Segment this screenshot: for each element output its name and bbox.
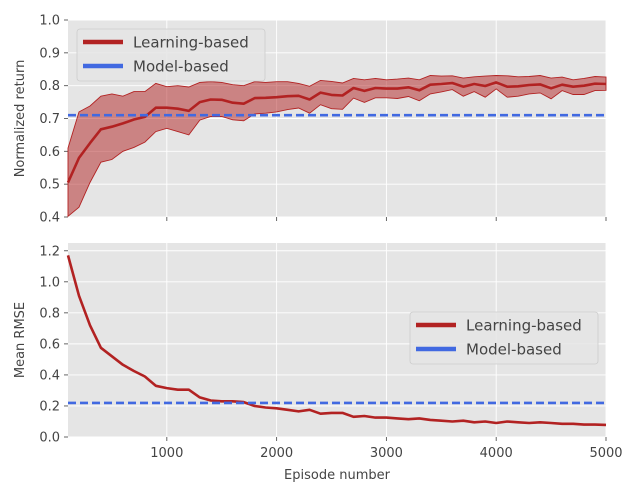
y-tick-label: 1.0 <box>39 14 60 29</box>
y-tick-label: 0.8 <box>39 79 60 94</box>
y-tick-label: 0.6 <box>39 337 60 352</box>
legend-box <box>409 311 599 365</box>
y-tick-label: 0.5 <box>39 178 60 193</box>
y-tick-label: 0.2 <box>39 399 60 414</box>
y-tick-label: 0.6 <box>39 145 60 160</box>
y-tick-label: 0.9 <box>39 46 60 61</box>
y-tick-label: 0.7 <box>39 112 60 127</box>
x-axis-label: Episode number <box>284 468 391 483</box>
x-tick-label: 2000 <box>260 446 293 461</box>
legend-label: Learning-based <box>133 34 249 52</box>
y-tick-label: 0.4 <box>39 368 60 383</box>
x-tick-label: 3000 <box>370 446 403 461</box>
y-tick-label: 0.0 <box>39 431 60 446</box>
y-axis-label: Mean RMSE <box>13 302 28 378</box>
x-tick-label: 1000 <box>150 446 183 461</box>
top-panel-return: 0.4 0.5 0.6 0.7 0.8 0.9 1.0 Normalized return Le… <box>13 14 607 226</box>
confidence-band <box>67 75 607 218</box>
legend-label: Model-based <box>466 341 562 359</box>
x-tick-label: 4000 <box>480 446 513 461</box>
y-axis-label: Normalized return <box>13 60 28 178</box>
legend-label: Model-based <box>133 58 229 76</box>
y-tick-label: 0.8 <box>39 306 60 321</box>
learning-based-line <box>66 255 607 427</box>
bottom-panel-rmse: 0.0 0.2 0.4 0.6 0.8 1.0 1.2 1000 2000 3000 4000 500… <box>13 243 623 483</box>
x-tick-label: 5000 <box>589 446 622 461</box>
legend-box <box>76 28 266 82</box>
y-tick-label: 0.4 <box>39 211 60 226</box>
legend-label: Learning-based <box>466 317 582 335</box>
learning-based-line <box>66 81 607 184</box>
y-tick-label: 1.0 <box>39 275 60 290</box>
y-tick-label: 1.2 <box>39 244 60 259</box>
